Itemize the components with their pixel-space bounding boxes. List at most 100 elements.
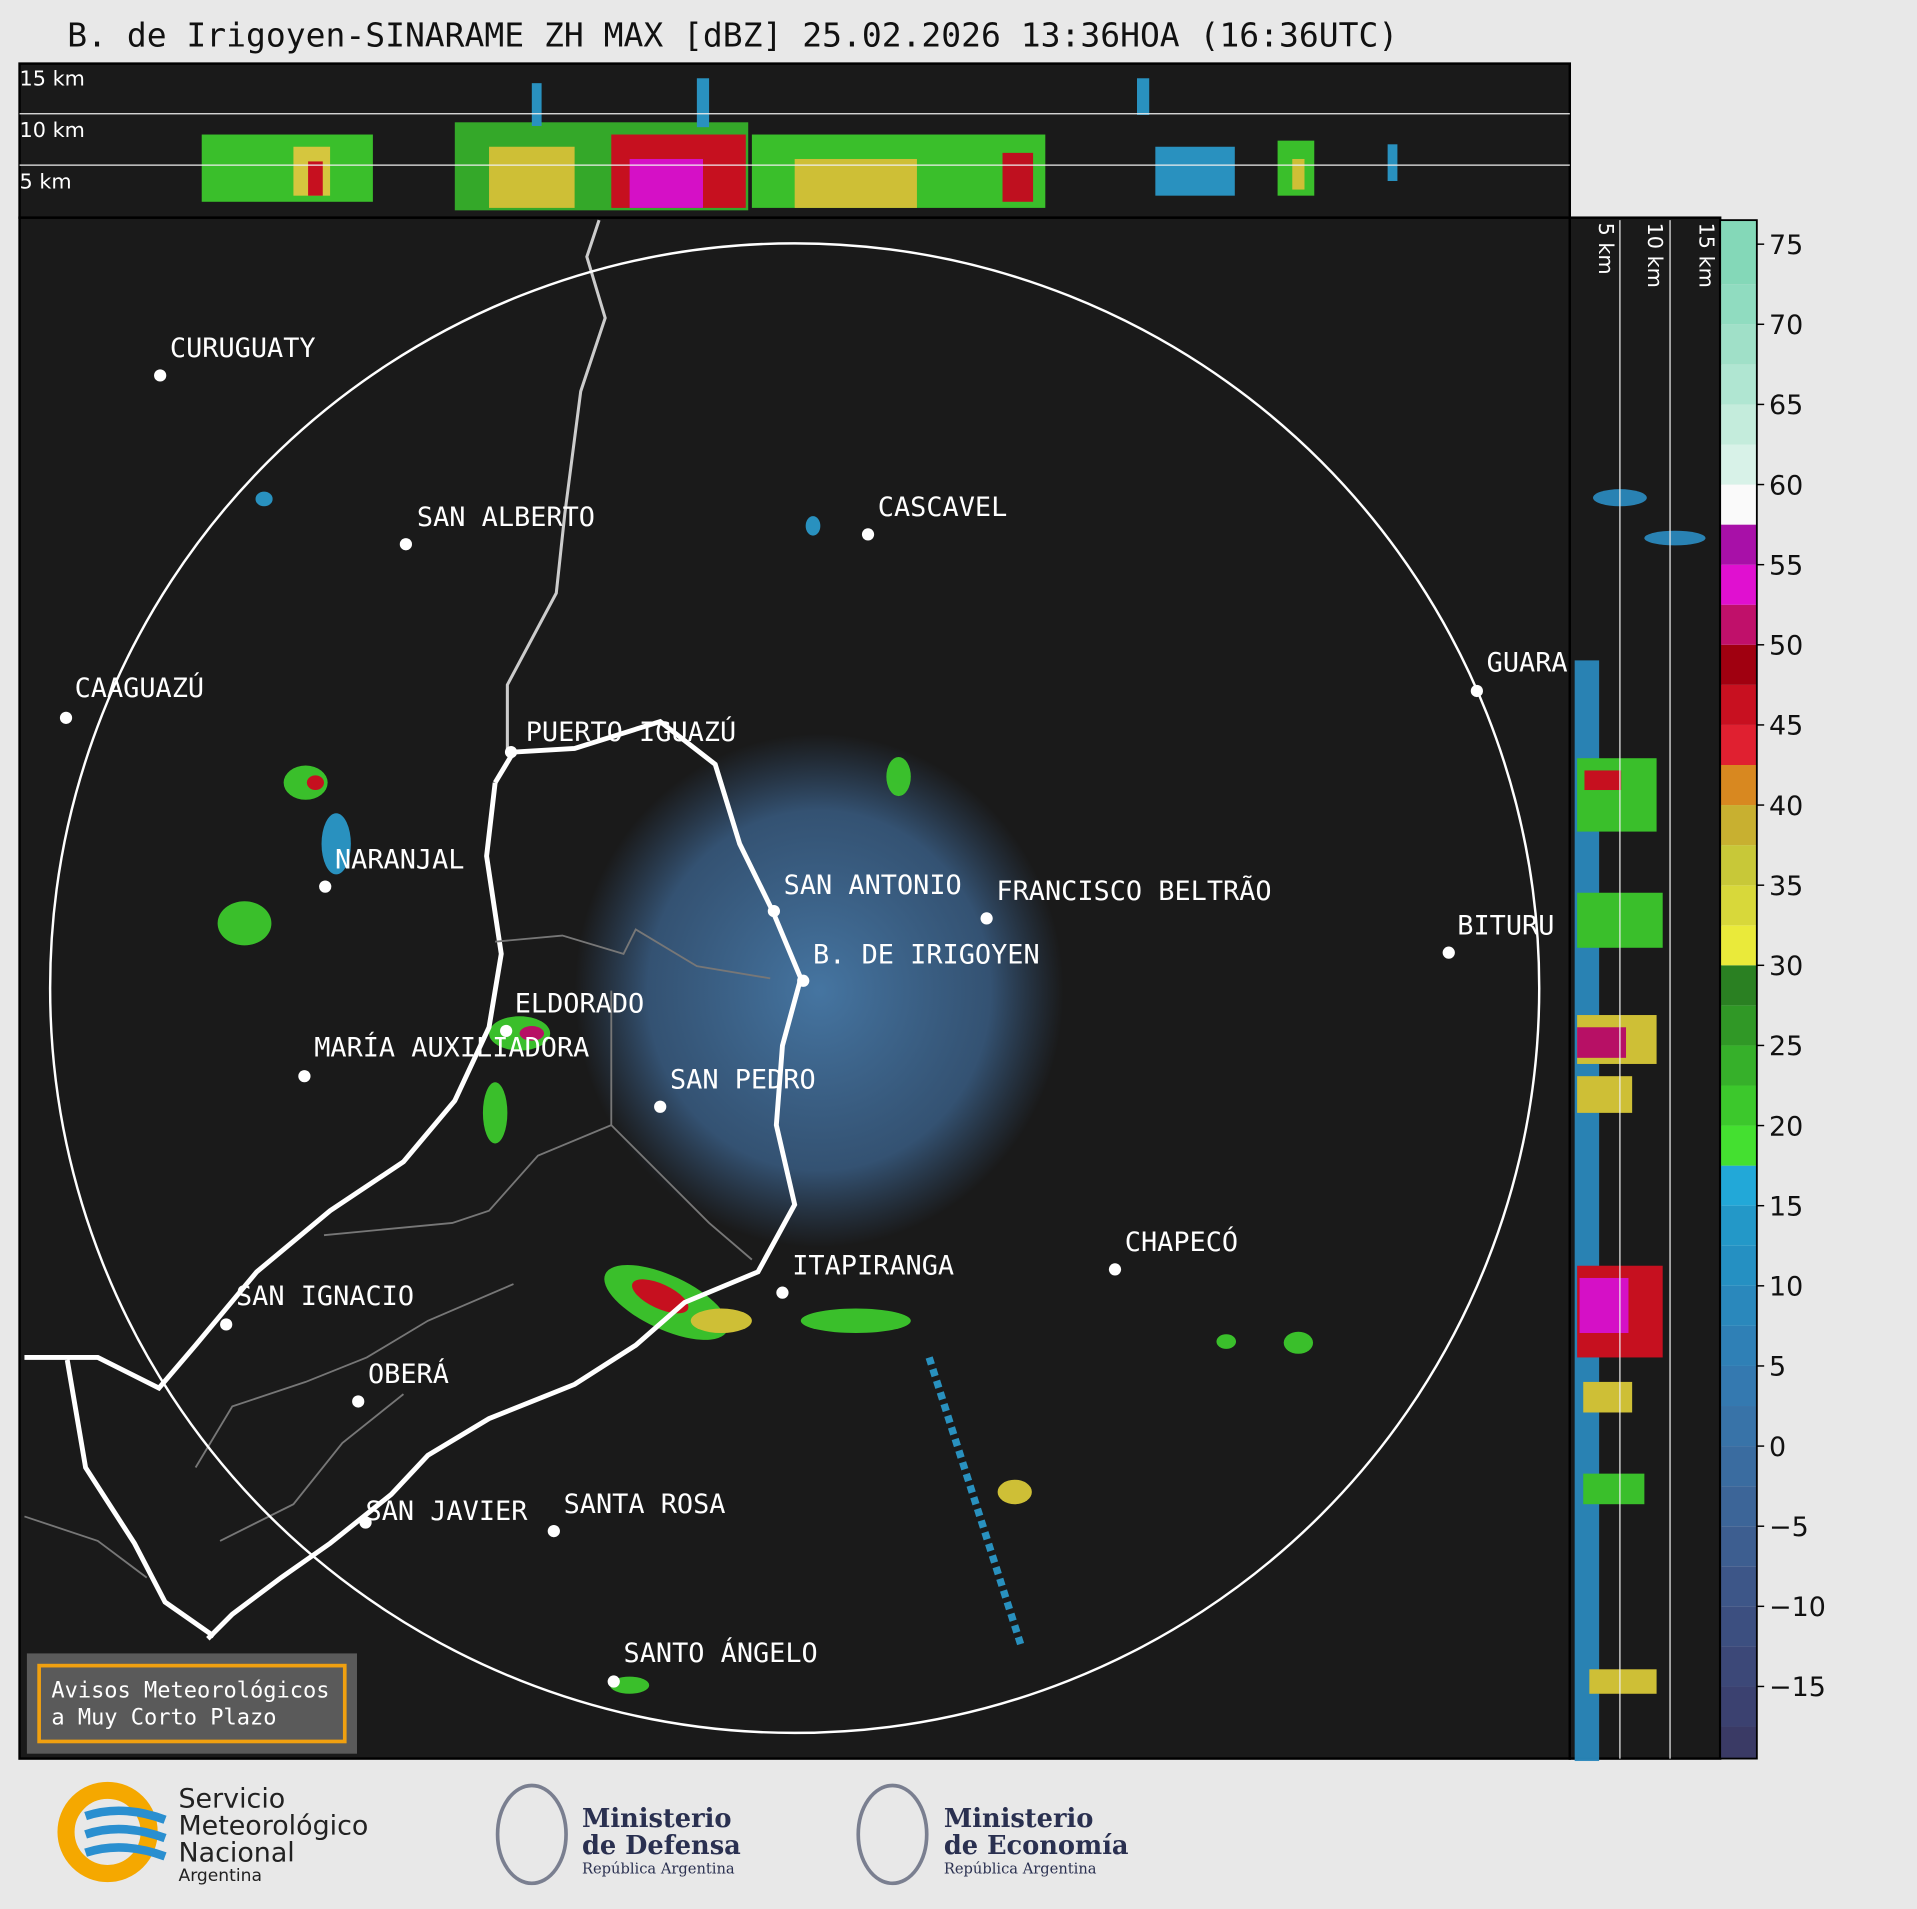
colorbar-band bbox=[1720, 1325, 1757, 1366]
logo-text: Meteorológico bbox=[178, 1810, 368, 1841]
city-label: CASCAVEL bbox=[878, 492, 1008, 523]
colorbar-tick-label: 20 bbox=[1769, 1111, 1803, 1142]
city-label: SAN JAVIER bbox=[366, 1496, 529, 1527]
city-dot bbox=[861, 528, 875, 541]
city-label: MARÍA AUXILIADORA bbox=[314, 1032, 589, 1064]
height-label: 15 km bbox=[1694, 223, 1718, 288]
city-label: GUARA bbox=[1487, 647, 1568, 678]
height-label: 10 km bbox=[1643, 223, 1667, 288]
height-label: 5 km bbox=[1594, 223, 1618, 275]
city-dot bbox=[1470, 684, 1483, 698]
city-dot bbox=[776, 1286, 789, 1299]
logo-text: República Argentina bbox=[582, 1861, 735, 1878]
colorbar-band bbox=[1720, 1085, 1757, 1126]
city-dot bbox=[59, 711, 73, 724]
colorbar-tick-label: 30 bbox=[1769, 951, 1803, 982]
colorbar-band bbox=[1720, 1285, 1757, 1326]
colorbar-tick-label: 65 bbox=[1769, 390, 1803, 421]
height-label: 5 km bbox=[20, 169, 72, 193]
footer: Servicio Meteorológico Nacional Argentin… bbox=[57, 1781, 1129, 1886]
colorbar-band bbox=[1720, 1005, 1757, 1046]
city-label: ELDORADO bbox=[515, 989, 645, 1020]
map: CURUGUATY SAN ALBERTO CASCAVEL CAAGUAZÚ GUAR… bbox=[18, 216, 1572, 1760]
logo-text: Nacional bbox=[178, 1837, 294, 1868]
colorbar-band bbox=[1720, 524, 1757, 565]
colorbar-band bbox=[1720, 1486, 1757, 1527]
city-label: ITAPIRANGA bbox=[792, 1250, 954, 1281]
city-dot bbox=[319, 880, 332, 893]
colorbar-band bbox=[1720, 885, 1757, 926]
height-label: 15 km bbox=[20, 67, 85, 91]
colorbar-band bbox=[1720, 604, 1757, 645]
top-panel: 15 km 10 km 5 km bbox=[18, 62, 1572, 219]
city-label: SAN ALBERTO bbox=[417, 502, 595, 533]
colorbar-band bbox=[1720, 364, 1757, 405]
colorbar-band bbox=[1720, 1606, 1757, 1647]
city-label: NARANJAL bbox=[335, 844, 465, 875]
city-dot bbox=[359, 1516, 372, 1529]
colorbar-tick-label: 60 bbox=[1769, 470, 1803, 501]
city-dot bbox=[154, 369, 167, 382]
colorbar-tick-label: 15 bbox=[1769, 1191, 1803, 1222]
colorbar-band bbox=[1720, 724, 1757, 765]
colorbar-band bbox=[1720, 644, 1757, 685]
city-dot bbox=[220, 1318, 233, 1331]
city-dot bbox=[980, 912, 993, 925]
city-dot bbox=[654, 1100, 667, 1113]
city-label: SAN PEDRO bbox=[670, 1064, 816, 1095]
colorbar-band bbox=[1720, 805, 1757, 846]
city-dot bbox=[767, 904, 781, 918]
colorbar-tick-label: 55 bbox=[1769, 550, 1803, 581]
logo-text: Ministerio bbox=[944, 1804, 1094, 1834]
colorbar-tick-label: 0 bbox=[1769, 1432, 1786, 1463]
notice: a Muy Corto Plazo bbox=[51, 1705, 276, 1730]
colorbar-band bbox=[1720, 965, 1757, 1006]
logo-text: República Argentina bbox=[944, 1861, 1097, 1878]
city-label: PUERTO IGUAZÚ bbox=[526, 716, 736, 748]
colorbar-tick-label: −5 bbox=[1769, 1512, 1809, 1543]
city-dot bbox=[1442, 946, 1455, 959]
colorbar-tick-label: 70 bbox=[1769, 310, 1803, 341]
logo-text: Argentina bbox=[178, 1866, 261, 1886]
city-label: CHAPECÓ bbox=[1125, 1226, 1238, 1258]
city-label: SAN ANTONIO bbox=[784, 870, 962, 901]
colorbar-frame bbox=[1719, 219, 1758, 1760]
colorbar-tick-label: 45 bbox=[1769, 711, 1803, 742]
colorbar-tick-label: −15 bbox=[1769, 1672, 1826, 1703]
emblem bbox=[856, 1783, 929, 1886]
city-label: B. DE IRIGOYEN bbox=[813, 940, 1040, 971]
smn-logo bbox=[57, 1781, 167, 1883]
city-dot bbox=[399, 538, 413, 551]
city-label: CAAGUAZÚ bbox=[75, 672, 205, 704]
colorbar-band bbox=[1720, 1726, 1757, 1759]
city-dot bbox=[797, 974, 810, 987]
colorbar-band bbox=[1720, 1566, 1757, 1607]
colorbar-tick-label: 25 bbox=[1769, 1031, 1803, 1062]
colorbar-band bbox=[1720, 324, 1757, 365]
colorbar-band bbox=[1720, 684, 1757, 725]
colorbar-band bbox=[1720, 404, 1757, 445]
colorbar-band bbox=[1720, 1646, 1757, 1687]
colorbar-tick-label: 50 bbox=[1769, 631, 1803, 662]
city-dot bbox=[547, 1524, 560, 1538]
emblem bbox=[495, 1783, 568, 1886]
colorbar-band bbox=[1720, 1245, 1757, 1286]
colorbar-tick-label: 40 bbox=[1769, 791, 1803, 822]
city-dot bbox=[1108, 1263, 1122, 1276]
colorbar-tick-label: 10 bbox=[1769, 1272, 1803, 1303]
side-panel: 5 km 10 km 15 km bbox=[1568, 216, 1722, 1762]
city-dot bbox=[298, 1070, 311, 1083]
logo-text: Servicio bbox=[178, 1783, 285, 1814]
colorbar-tick-label: 75 bbox=[1769, 230, 1803, 261]
city-dot bbox=[500, 1024, 513, 1038]
colorbar-tick-label: −10 bbox=[1769, 1592, 1826, 1623]
city-dot bbox=[607, 1675, 620, 1688]
colorbar-band bbox=[1720, 1365, 1757, 1407]
title: B. de Irigoyen-SINARAME ZH MAX [dBZ] 25.… bbox=[67, 15, 1398, 54]
colorbar-band bbox=[1720, 845, 1757, 886]
city-label: SANTA ROSA bbox=[564, 1489, 726, 1520]
city-label: FRANCISCO BELTRÃO bbox=[996, 875, 1271, 907]
logo-text: de Defensa bbox=[582, 1831, 741, 1861]
